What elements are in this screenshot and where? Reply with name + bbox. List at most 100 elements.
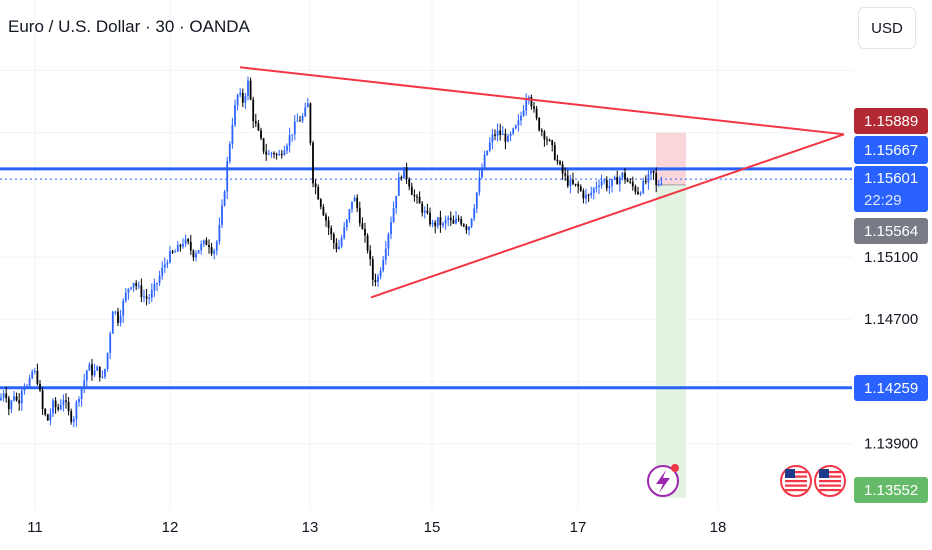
candle-body: [353, 197, 356, 202]
candle-body: [158, 275, 161, 284]
candle-body: [28, 378, 31, 387]
candle-body: [267, 154, 270, 156]
candle-body: [374, 279, 377, 282]
upper-trend-price-label-bg: [854, 108, 928, 134]
candle-body: [283, 150, 286, 156]
candle-body: [273, 153, 275, 155]
candle-body: [130, 287, 132, 289]
candle-body: [161, 267, 164, 276]
candle-body: [442, 223, 444, 226]
candle-body: [101, 376, 104, 378]
event-icons[interactable]: [647, 464, 846, 497]
candle-body: [657, 184, 660, 186]
candle-body: [530, 96, 533, 107]
candle-body: [189, 241, 192, 251]
candle-body: [174, 251, 177, 253]
candle-body: [468, 226, 470, 231]
candle-body: [553, 145, 556, 160]
candle-body: [457, 218, 460, 220]
triangle-trendlines[interactable]: [239, 66, 845, 299]
candle-body: [486, 150, 489, 155]
candle-body: [5, 393, 8, 399]
flag-stripe: [785, 484, 807, 487]
candle-body: [2, 393, 5, 398]
candle-body: [91, 364, 93, 376]
candle-body: [106, 352, 109, 370]
candle-body: [182, 243, 184, 247]
last-price-label-bg: [854, 166, 928, 212]
flag-stripe: [785, 480, 807, 483]
upper-trendline[interactable]: [239, 66, 845, 136]
us-flag-icon[interactable]: [814, 465, 846, 497]
candle-body: [574, 183, 577, 185]
candle-body: [624, 172, 626, 180]
target-price-label-bg: [854, 477, 928, 503]
stop-loss-zone: [656, 132, 686, 185]
candle-body: [637, 191, 639, 194]
candle-body: [351, 201, 353, 210]
horizontal-levels[interactable]: [0, 167, 852, 390]
candle-body: [421, 203, 424, 213]
flag-stripe: [819, 471, 841, 474]
candle-body: [418, 196, 421, 204]
candle-body: [65, 400, 67, 402]
candle-body: [124, 292, 127, 301]
candle-body: [293, 121, 296, 135]
candle-body: [137, 285, 140, 287]
candle-body: [80, 388, 83, 400]
support-price-label: 1.14259: [864, 380, 918, 397]
candle-body: [78, 399, 80, 403]
candle-body: [608, 186, 611, 189]
candle-body: [579, 186, 582, 191]
candle-body: [210, 247, 213, 254]
candle-body: [473, 208, 476, 219]
entry-price-label: 1.15564: [864, 223, 918, 240]
candle-body: [392, 207, 395, 223]
flag-canton: [785, 469, 795, 478]
candle-body: [93, 370, 96, 376]
price-tick-label: 1.13900: [864, 436, 918, 453]
take-profit-zone: [656, 184, 686, 498]
candle-body: [416, 196, 418, 198]
candle-body: [143, 296, 145, 298]
candle-body: [104, 369, 106, 377]
candle-body: [18, 400, 21, 404]
candle-body: [559, 161, 561, 165]
candle-body: [621, 172, 624, 178]
candle-body: [140, 285, 143, 297]
candle-body: [249, 80, 252, 100]
candle-body: [195, 253, 197, 258]
candle-body: [62, 400, 65, 405]
candle-body: [603, 179, 606, 182]
flag-stripe: [819, 484, 841, 487]
flag-stripe: [785, 489, 807, 492]
candle-body: [587, 194, 590, 196]
candle-body: [572, 179, 574, 184]
lower-trendline[interactable]: [370, 133, 845, 299]
candle-body: [618, 177, 621, 185]
candle-body: [501, 133, 504, 135]
candle-body: [265, 151, 268, 155]
candle-body: [278, 153, 281, 156]
currency-button[interactable]: USD: [858, 7, 916, 49]
candle-body: [475, 192, 478, 209]
candle-body: [49, 413, 52, 421]
candle-body: [114, 311, 117, 313]
candle-body: [288, 135, 291, 146]
candle-body: [96, 366, 99, 371]
candle-body: [561, 164, 564, 174]
candle-body: [70, 411, 73, 422]
candle-body: [327, 220, 330, 229]
candle-body: [566, 175, 569, 186]
us-flag-icon[interactable]: [780, 465, 812, 497]
candle-body: [507, 135, 509, 142]
candle-body: [148, 297, 151, 299]
candle-body: [395, 195, 398, 208]
candle-body: [410, 186, 413, 195]
time-tick-label: 17: [570, 519, 587, 536]
candle-body: [301, 116, 304, 121]
candle-body: [280, 153, 283, 156]
candle-body: [660, 183, 663, 185]
candle-body: [600, 181, 603, 186]
